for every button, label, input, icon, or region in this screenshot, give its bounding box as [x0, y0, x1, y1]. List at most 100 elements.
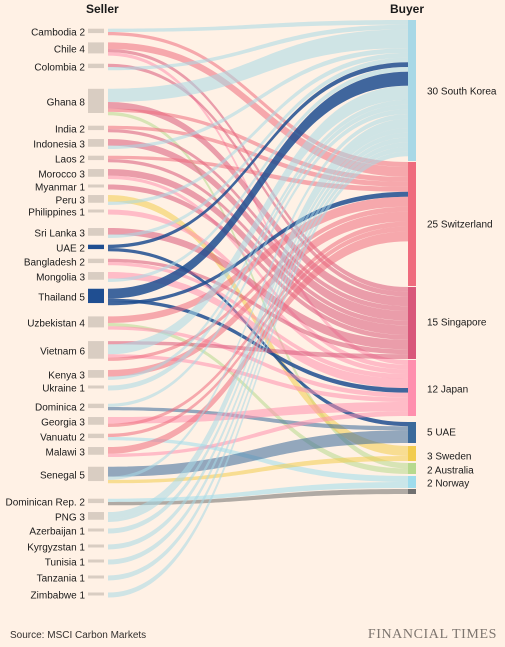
- seller-label-peru-3: Peru 3: [56, 196, 86, 207]
- seller-label-bangladesh-2: Bangladesh 2: [24, 258, 86, 269]
- flow-indonesia-3-to-30-south-korea: [108, 48, 408, 149]
- flow-ukraine-1-to-30-south-korea: [108, 104, 408, 391]
- flow-cambodia-2-to-30-south-korea: [108, 20, 408, 32]
- buyer-node-3-sweden: [408, 446, 416, 461]
- seller-node-cambodia-2: [88, 28, 104, 34]
- flow-senegal-5-to-5-uae: [108, 430, 408, 477]
- seller-node-laos-2: [88, 155, 104, 161]
- buyer-label-3-sweden: 3 Sweden: [427, 452, 471, 463]
- flow-vietnam-6-to-15-singapore: [108, 341, 408, 359]
- flow-mongolia-3-to-30-south-korea: [108, 67, 408, 282]
- flow-dominican-rep-2-to-2-norway: [108, 482, 408, 502]
- seller-label-malawi-3: Malawi 3: [46, 448, 86, 459]
- flow-dominican-rep-2-to-other: [108, 489, 408, 506]
- seller-node-georgia-3: [88, 417, 104, 425]
- buyer-label-5-uae: 5 UAE: [427, 428, 456, 439]
- seller-label-senegal-5: Senegal 5: [40, 471, 85, 482]
- seller-node-indonesia-3: [88, 139, 104, 147]
- flow-dominica-2-to-30-south-korea: [108, 109, 408, 408]
- seller-label-kyrgyzstan-1: Kyrgyzstan 1: [27, 543, 85, 554]
- flow-chile-4-to-12-japan: [108, 52, 408, 365]
- seller-label-png-3: PNG 3: [55, 513, 85, 524]
- flow-morocco-3-to-12-japan: [108, 175, 408, 370]
- seller-node-uzbekistan-4: [88, 316, 104, 328]
- flow-chile-4-to-15-singapore: [108, 49, 408, 292]
- buyer-header: Buyer: [390, 2, 424, 16]
- seller-node-philippines-1: [88, 209, 104, 213]
- seller-label-vietnam-6: Vietnam 6: [40, 347, 85, 358]
- flow-morocco-3-to-15-singapore: [108, 169, 408, 335]
- seller-labels: Cambodia 2 Chile 4 Colombia 2 Ghana 8 India …: [6, 28, 86, 602]
- flow-kyrgyzstan-1-to-30-south-korea: [108, 137, 408, 550]
- flow-sri-lanka-3-to-15-singapore: [108, 228, 408, 350]
- seller-label-morocco-3: Morocco 3: [38, 170, 85, 181]
- seller-nodes: [88, 28, 104, 596]
- buyer-node-2-norway: [408, 476, 416, 488]
- seller-label-laos-2: Laos 2: [55, 155, 85, 166]
- buyer-node-30-south-korea: [408, 20, 416, 161]
- buyer-label-30-south-korea: 30 South Korea: [427, 87, 497, 98]
- seller-node-uae-2: [88, 244, 104, 250]
- seller-node-peru-3: [88, 195, 104, 203]
- buyer-label-2-australia: 2 Australia: [427, 466, 474, 477]
- seller-node-ukraine-1: [88, 385, 104, 389]
- seller-node-myanmar-1: [88, 184, 104, 188]
- buyer-labels: 30 South Korea 25 Switzerland 15 Singapore…: [427, 87, 497, 490]
- seller-label-thailand-5: Thailand 5: [38, 293, 85, 304]
- buyer-node-25-switzerland: [408, 162, 416, 286]
- flow-ghana-8-to-30-south-korea: [108, 29, 408, 102]
- seller-node-dominica-2: [88, 403, 104, 409]
- seller-label-tunisia-1: Tunisia 1: [45, 558, 86, 569]
- flow-senegal-5-to-3-sweden: [108, 456, 408, 484]
- flow-ghana-8-to-15-singapore: [108, 102, 408, 307]
- buyer-nodes: [408, 20, 416, 494]
- buyer-label-15-singapore: 15 Singapore: [427, 318, 487, 329]
- flow-azerbaijan-1-to-30-south-korea: [108, 132, 408, 534]
- buyer-node-15-singapore: [408, 287, 416, 359]
- seller-node-tanzania-1: [88, 575, 104, 579]
- seller-node-vanuatu-2: [88, 433, 104, 439]
- seller-label-ukraine-1: Ukraine 1: [42, 384, 85, 395]
- flow-colombia-2-to-15-singapore: [108, 63, 408, 297]
- seller-node-chile-4: [88, 42, 104, 54]
- seller-label-india-2: India 2: [55, 125, 85, 136]
- flow-colombia-2-to-30-south-korea: [108, 24, 408, 71]
- buyer-label-12-japan: 12 Japan: [427, 385, 468, 396]
- seller-node-dominican-rep-2: [88, 498, 104, 504]
- seller-label-myanmar-1: Myanmar 1: [35, 183, 85, 194]
- seller-node-morocco-3: [88, 169, 104, 177]
- flow-png-3-to-30-south-korea: [108, 128, 408, 522]
- flow-senegal-5-to-30-south-korea: [108, 114, 408, 480]
- seller-label-uae-2: UAE 2: [56, 244, 85, 255]
- seller-node-india-2: [88, 125, 104, 131]
- buyer-label-2-norway: 2 Norway: [427, 479, 469, 490]
- buyer-label-25-switzerland: 25 Switzerland: [427, 220, 493, 231]
- buyer-node-12-japan: [408, 360, 416, 416]
- seller-node-zimbabwe-1: [88, 592, 104, 596]
- flow-mongolia-3-to-12-japan: [108, 272, 408, 388]
- seller-label-georgia-3: Georgia 3: [41, 418, 85, 429]
- seller-label-chile-4: Chile 4: [54, 45, 86, 56]
- flow-uzbekistan-4-to-2-australia: [108, 323, 408, 474]
- flow-tanzania-1-to-30-south-korea: [108, 146, 408, 581]
- seller-node-azerbaijan-1: [88, 528, 104, 532]
- flow-chile-4-to-25-switzerland: [108, 42, 408, 177]
- flows: [108, 20, 408, 598]
- flow-malawi-3-to-12-japan: [108, 411, 408, 457]
- flow-peru-3-to-30-south-korea: [108, 52, 408, 205]
- seller-node-malawi-3: [88, 447, 104, 455]
- seller-label-kenya-3: Kenya 3: [48, 371, 85, 382]
- flow-sri-lanka-3-to-30-south-korea: [108, 57, 408, 238]
- seller-label-uzbekistan-4: Uzbekistan 4: [27, 319, 85, 330]
- flow-uae-2-to-30-south-korea: [108, 62, 408, 248]
- seller-label-dominica-2: Dominica 2: [35, 403, 85, 414]
- flow-png-3-to-30-south-korea: [108, 118, 408, 519]
- seller-label-ghana-8: Ghana 8: [47, 98, 86, 109]
- flow-tunisia-1-to-30-south-korea: [108, 142, 408, 565]
- flow-uae-2-to-5-uae: [108, 248, 408, 427]
- seller-node-vietnam-6: [88, 341, 104, 359]
- flow-vietnam-6-to-30-south-korea: [108, 85, 408, 355]
- seller-label-colombia-2: Colombia 2: [34, 63, 85, 74]
- seller-label-indonesia-3: Indonesia 3: [33, 140, 85, 151]
